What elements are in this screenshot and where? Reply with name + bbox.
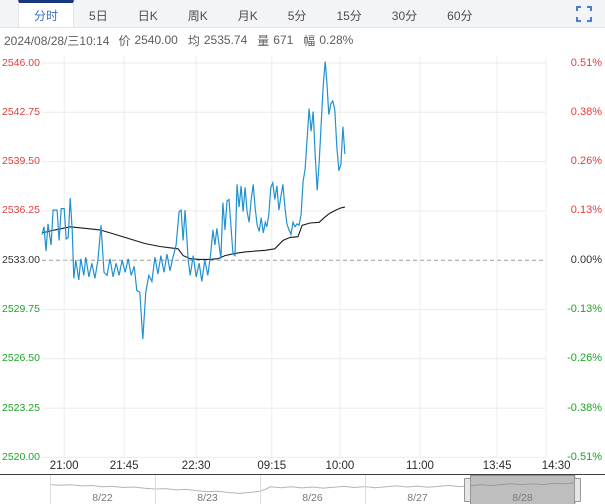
percent-tick--0.51%: -0.51% <box>567 450 602 463</box>
time-tick-11:00: 11:00 <box>406 460 434 472</box>
quote-datetime: 2024/08/28/三10:14 <box>4 33 110 48</box>
tab-4-周K[interactable]: 周K <box>187 8 208 23</box>
percent-tick-0.26%: 0.26% <box>570 155 602 168</box>
fullscreen-button[interactable] <box>576 6 592 22</box>
navigator-divider <box>50 475 51 504</box>
intraday-chart-plot[interactable]: 2546.00 2542.75 2539.50 2536.25 2533.00 2529.… <box>0 52 605 474</box>
time-tick-14:30: 14:30 <box>541 460 571 472</box>
tab-3-日K[interactable]: 日K <box>137 8 158 23</box>
price-tick-2520.00: 2520.00 <box>2 450 40 463</box>
navigator-date-8/23[interactable]: 8/23 <box>197 492 218 504</box>
price-tick-2526.50: 2526.50 <box>2 352 40 365</box>
price-tick-2529.75: 2529.75 <box>2 303 40 315</box>
navigator-date-8/27[interactable]: 8/27 <box>407 492 428 504</box>
range-label: 幅 <box>303 33 316 48</box>
percent-tick-0.00%: 0.00% <box>570 253 602 266</box>
period-tabs: 分时 5日 日K 周K 月K 5分 15分 30分 60分 <box>0 0 488 27</box>
navigator-handle-right[interactable] <box>574 478 581 502</box>
chart-canvas[interactable] <box>0 52 605 474</box>
percent-tick--0.13%: -0.13% <box>567 303 602 315</box>
time-tick-22:30: 22:30 <box>181 460 211 472</box>
time-tick-21:45: 21:45 <box>109 460 139 472</box>
date-navigator[interactable]: 8/228/238/268/278/28 <box>0 474 605 504</box>
tab-8-30分[interactable]: 30分 <box>391 8 418 23</box>
average-value: 2535.74 <box>203 33 248 47</box>
navigator-handle-left[interactable] <box>464 478 471 502</box>
price-value: 2540.00 <box>134 33 178 47</box>
navigator-divider <box>155 475 156 504</box>
price-tick-2539.50: 2539.50 <box>2 155 40 168</box>
percent-tick--0.38%: -0.38% <box>567 401 602 414</box>
navigator-divider <box>260 475 261 504</box>
time-tick-10:00: 10:00 <box>325 460 355 472</box>
time-tick-09:15: 09:15 <box>257 460 287 472</box>
percent-tick-0.38%: 0.38% <box>570 105 602 118</box>
tab-6-5分[interactable]: 5分 <box>287 8 307 23</box>
price-tick-2546.00: 2546.00 <box>2 56 40 69</box>
range-value: 0.28% <box>319 33 354 47</box>
period-tabbar: 分时 5日 日K 周K 月K 5分 15分 30分 60分 <box>0 0 605 28</box>
price-tick-2523.25: 2523.25 <box>2 401 40 414</box>
navigator-date-8/26[interactable]: 8/26 <box>302 492 323 504</box>
time-tick-13:45: 13:45 <box>482 460 512 472</box>
percent-tick-0.51%: 0.51% <box>570 56 602 69</box>
price-line <box>41 61 346 340</box>
navigator-selection[interactable] <box>464 475 581 504</box>
percent-tick--0.26%: -0.26% <box>567 352 602 365</box>
tab-7-15分[interactable]: 15分 <box>336 8 362 23</box>
quote-infobar: 2024/08/28/三10:14 价 2540.00 均 2535.74 量 … <box>0 28 605 52</box>
price-tick-2536.25: 2536.25 <box>2 204 40 217</box>
price-tick-2533.00: 2533.00 <box>2 253 40 266</box>
tab-5-月K[interactable]: 月K <box>237 8 258 23</box>
volume-value: 671 <box>273 33 294 47</box>
price-tick-2542.75: 2542.75 <box>2 105 40 118</box>
tab-9-60分[interactable]: 60分 <box>447 8 473 23</box>
price-label: 价 <box>118 33 131 48</box>
average-label: 均 <box>187 33 200 48</box>
percent-tick-0.13%: 0.13% <box>570 204 602 217</box>
tab-1-分时[interactable]: 分时 <box>18 0 75 27</box>
volume-label: 量 <box>257 33 270 48</box>
tab-2-5日[interactable]: 5日 <box>89 8 108 23</box>
navigator-date-8/22[interactable]: 8/22 <box>92 492 113 504</box>
time-tick-21:00: 21:00 <box>49 460 79 472</box>
navigator-divider <box>365 475 366 504</box>
fullscreen-icon <box>576 6 592 22</box>
average-line <box>41 206 346 260</box>
